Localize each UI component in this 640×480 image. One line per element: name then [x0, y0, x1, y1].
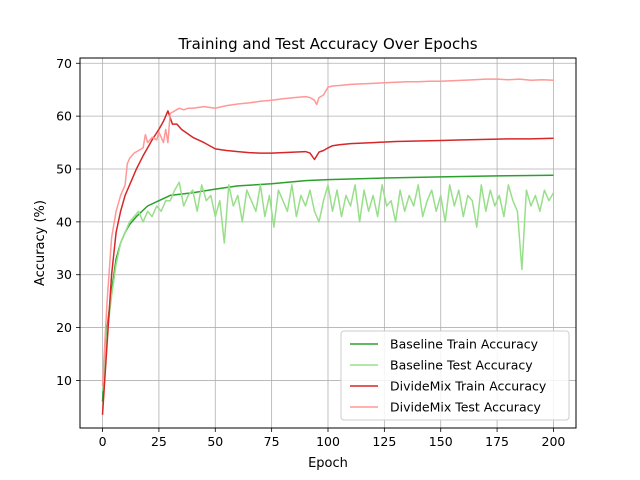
series-layer — [101, 78, 555, 415]
legend-label: DivideMix Train Accuracy — [390, 379, 547, 394]
x-tick-label: 150 — [429, 434, 453, 449]
y-tick-label: 10 — [56, 373, 72, 388]
y-tick-label: 70 — [56, 56, 72, 71]
x-tick-label: 75 — [264, 434, 280, 449]
legend-label: DivideMix Test Accuracy — [390, 400, 541, 415]
x-tick-label: 125 — [372, 434, 396, 449]
x-tick-label: 0 — [99, 434, 107, 449]
series-line-dividemix-test-accuracy — [101, 78, 554, 386]
legend: Baseline Train Accuracy Baseline Test Acc… — [340, 330, 570, 421]
x-tick-label: 25 — [151, 434, 167, 449]
series-line-dividemix-train-accuracy — [101, 110, 554, 415]
x-tick-label: 175 — [485, 434, 509, 449]
y-tick-label: 20 — [56, 320, 72, 335]
legend-box — [340, 330, 570, 421]
y-axis-label: Accuracy (%) — [33, 200, 48, 286]
chart-title: Training and Test Accuracy Over Epochs — [177, 35, 477, 53]
x-axis: 0 25 50 75 100 125 150 175 200 — [99, 428, 566, 449]
y-tick-label: 40 — [56, 214, 72, 229]
y-tick-label: 30 — [56, 267, 72, 282]
series-line-baseline-test-accuracy — [101, 181, 555, 392]
y-tick-label: 60 — [56, 109, 72, 124]
x-tick-label: 100 — [316, 434, 340, 449]
y-tick-label: 50 — [56, 162, 72, 177]
x-tick-label: 200 — [542, 434, 566, 449]
legend-label: Baseline Train Accuracy — [390, 337, 539, 352]
x-tick-label: 50 — [207, 434, 223, 449]
x-axis-label: Epoch — [308, 456, 348, 471]
legend-label: Baseline Test Accuracy — [390, 358, 533, 373]
y-axis: 10 20 30 40 50 60 70 — [56, 56, 80, 388]
